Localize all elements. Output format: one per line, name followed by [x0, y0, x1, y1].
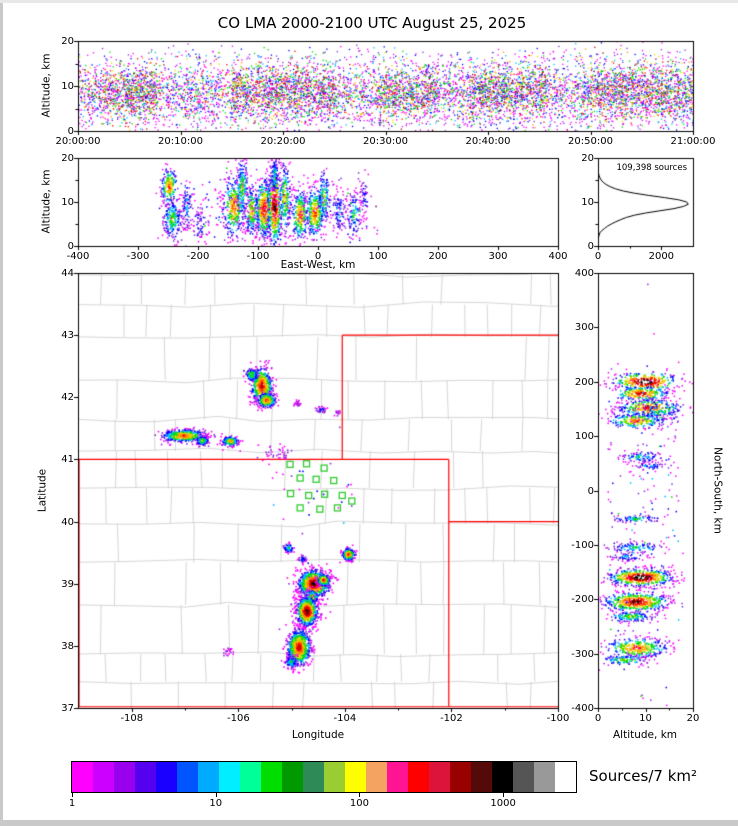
- colorbar-label: Sources/7 km²: [589, 767, 698, 785]
- colorbar-segment: [366, 762, 387, 792]
- lma-plot-page: CO LMA 2000-2100 UTC August 25, 2025 Alt…: [3, 3, 738, 820]
- north-south-xlabel: Altitude, km: [612, 729, 677, 741]
- colorbar-segment: [387, 762, 408, 792]
- colorbar-segment: [177, 762, 198, 792]
- window-frame: CO LMA 2000-2100 UTC August 25, 2025 Alt…: [0, 3, 738, 826]
- colorbar-tick: [72, 793, 73, 797]
- colorbar-tick: [215, 793, 217, 797]
- colorbar-segment: [135, 762, 156, 792]
- colorbar-segment: [303, 762, 324, 792]
- colorbar-segment: [156, 762, 177, 792]
- colorbar-segment: [471, 762, 492, 792]
- colorbar-segment: [345, 762, 366, 792]
- north-south-ylabel: North-South, km: [711, 447, 724, 534]
- colorbar-tick-label: 10: [209, 798, 223, 809]
- plot-canvas: [3, 3, 738, 820]
- colorbar-segment: [492, 762, 513, 792]
- time-height-ylabel: Altitude, km: [40, 53, 53, 118]
- colorbar-tick-label: 1: [68, 798, 76, 809]
- colorbar-segment: [93, 762, 114, 792]
- colorbar-tick: [359, 793, 361, 797]
- page-title: CO LMA 2000-2100 UTC August 25, 2025: [217, 14, 527, 32]
- colorbar-tick-label: 100: [349, 798, 369, 809]
- colorbar-segment: [534, 762, 555, 792]
- colorbar-segment: [324, 762, 345, 792]
- colorbar: [71, 761, 577, 793]
- colorbar-tick-label: 1000: [490, 798, 516, 809]
- map-ylabel: Latitude: [36, 468, 49, 513]
- colorbar-tick: [503, 793, 505, 797]
- colorbar-segment: [219, 762, 240, 792]
- colorbar-segment: [408, 762, 429, 792]
- map-xlabel: Longitude: [291, 729, 345, 741]
- colorbar-segment: [261, 762, 282, 792]
- colorbar-segment: [114, 762, 135, 792]
- east-west-xlabel: East-West, km: [280, 259, 356, 271]
- colorbar-segment: [198, 762, 219, 792]
- east-west-ylabel: Altitude, km: [40, 169, 53, 234]
- colorbar-segment: [429, 762, 450, 792]
- colorbar-segment: [555, 762, 576, 792]
- colorbar-segment: [282, 762, 303, 792]
- colorbar-segment: [240, 762, 261, 792]
- colorbar-segment: [513, 762, 534, 792]
- colorbar-segment: [72, 762, 93, 792]
- colorbar-segment: [450, 762, 471, 792]
- source-count-annotation: 109,398 sources: [616, 163, 687, 173]
